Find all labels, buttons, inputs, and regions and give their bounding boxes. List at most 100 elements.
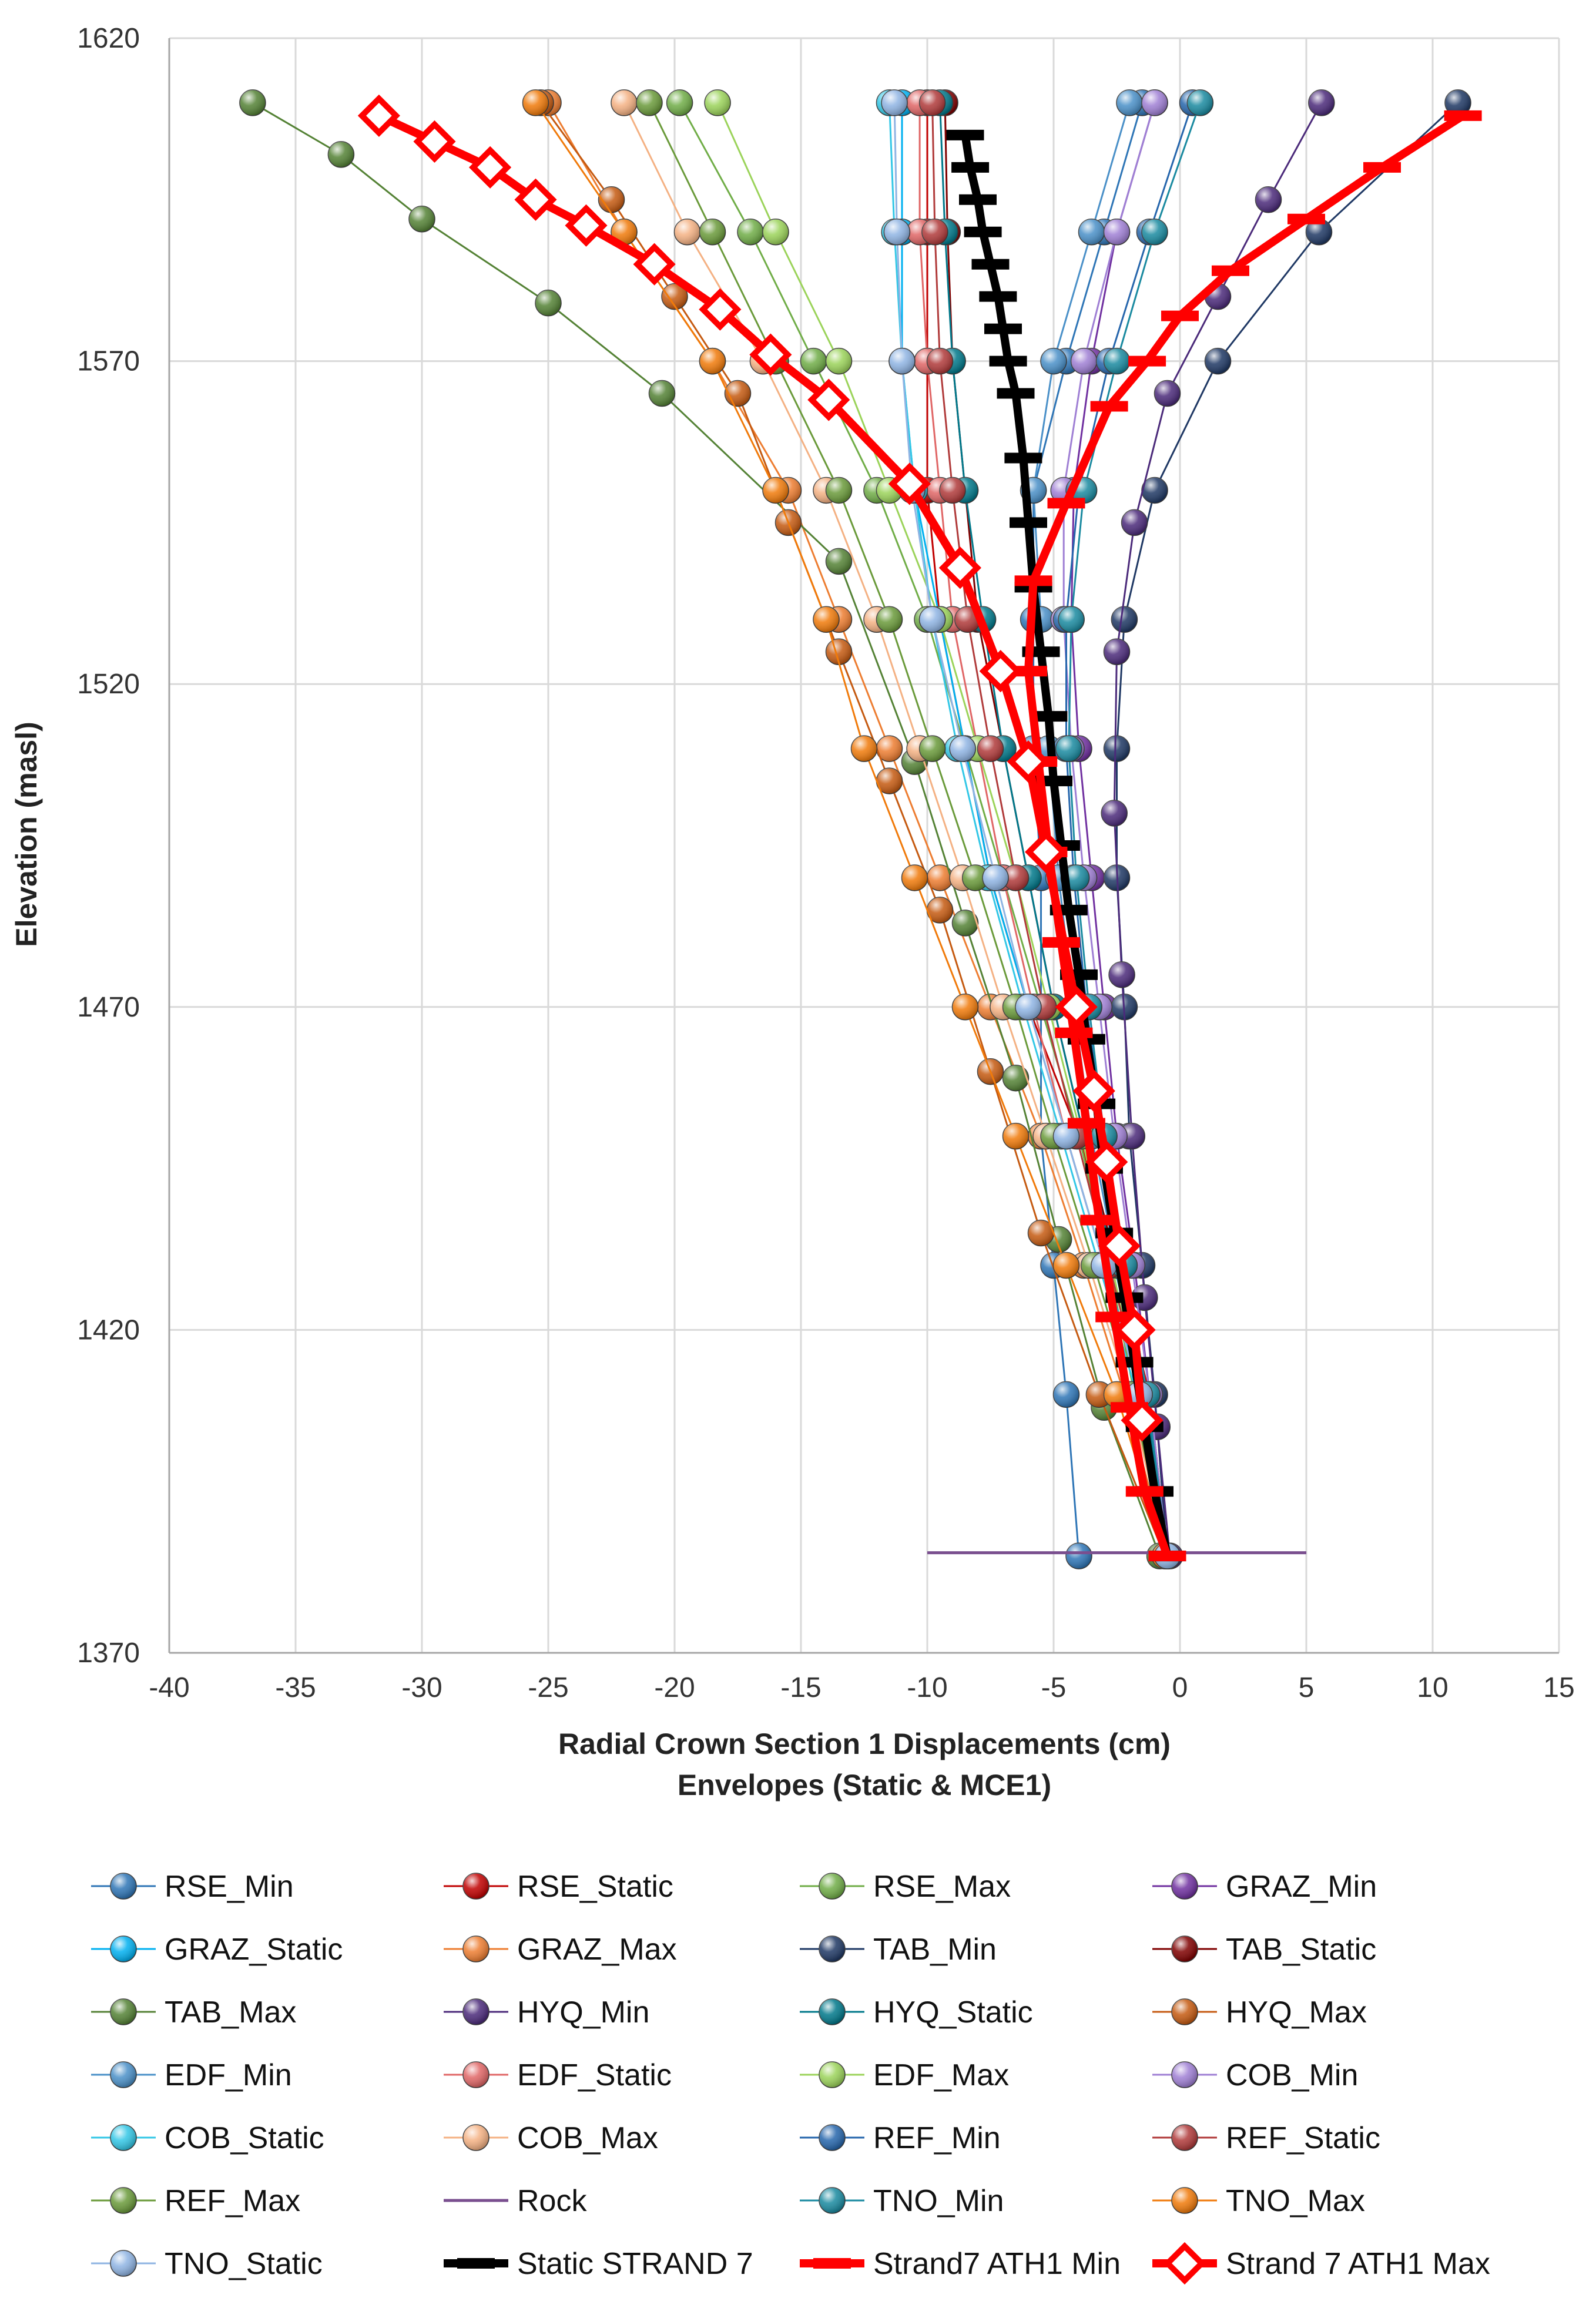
legend-item-tno-max: TNO_Max [1152,2184,1365,2218]
legend-label: Strand7 ATH1 Min [873,2247,1121,2281]
strand-7-ath1-max-point [1007,740,1050,783]
hyq-max-point-shine [927,897,953,923]
legend-item-tab-max: TAB_Max [91,1995,296,2029]
legend-item-edf-min: EDF_Min [91,2058,292,2092]
legend-label: REF_Min [873,2121,1001,2155]
ref-static-point-shine [977,736,1004,762]
edf-max-point-shine [826,348,852,374]
tno-static-point-shine [919,606,945,633]
strand-7-ath1-max-point [357,94,400,137]
cob-min-line [1062,102,1168,1556]
y-tick-label: 1620 [77,23,140,54]
hyq-max-point-shine [826,639,852,665]
legend-swatch-marker-shine [463,2062,489,2088]
legend-label: TAB_Static [1226,1933,1376,1967]
legend-label: TNO_Min [873,2184,1004,2218]
legend-label: TAB_Max [165,1995,296,2029]
legend-label: EDF_Max [873,2058,1009,2092]
legend-item-static-strand-7: Static STRAND 7 [444,2247,753,2281]
legend-swatch-marker-shine [110,2188,136,2213]
tno-max-point-shine [952,994,978,1020]
tab-max-point-shine [649,380,675,407]
edf-max-point-shine [705,89,731,116]
y-tick-label: 1570 [77,346,140,377]
legend-item-hyq-static: HYQ_Static [800,1995,1033,2029]
strand-7-ath1-max-point [979,650,1022,693]
rse-max-point-shine [737,219,763,245]
tno-max-point-shine [901,864,928,891]
strand7-ath1-min-line [1024,112,1466,1558]
legend-item-cob-min: COB_Min [1152,2058,1358,2092]
edf-min-point-shine [1041,348,1067,374]
tab-min-point-shine [1142,477,1168,504]
rse-max-point-shine [800,348,827,374]
legend-swatch-marker-shine [463,1873,489,1899]
tab-max-point-shine [952,910,978,936]
legend-swatch-marker-shine [1172,1873,1198,1899]
series-tno-static [881,89,1181,1569]
strand-7-ath1-max-point [413,120,456,163]
tno-static-point-shine [889,348,915,374]
strand-7-ath1-max-point [1025,830,1068,874]
tab-max-point-shine [1002,1065,1029,1091]
legend-item-ref-static: REF_Static [1152,2121,1380,2155]
hyq-min-point-shine [1308,89,1335,116]
axes [168,38,1559,1654]
legend-swatch-marker-shine [110,1873,136,1899]
legend-swatch-marker-shine [463,1999,489,2025]
ref-max-point-shine [876,606,903,633]
legend-label: REF_Static [1226,2121,1380,2155]
x-tick-label: 10 [1417,1672,1448,1703]
x-tick-label: 5 [1299,1672,1315,1703]
legend-swatch-marker-shine [819,1873,845,1899]
hyq-min-point-shine [1101,800,1128,827]
ref-max-point-shine [962,864,988,891]
y-axis-title: Elevation (masl) [10,722,43,947]
legend-label: RSE_Max [873,1870,1011,1904]
tno-min-point-shine [1104,348,1130,374]
rse-max-point-shine [666,89,693,116]
x-tick-label: -10 [907,1672,947,1703]
legend-label: GRAZ_Max [517,1933,677,1967]
x-tick-label: -30 [401,1672,442,1703]
legend-item-rse-min: RSE_Min [91,1870,294,1904]
tno-static-point-shine [881,89,908,116]
rse-min-point-shine [1053,1381,1079,1408]
ref-max-point-shine [699,219,726,245]
ref-static-point-shine [919,89,945,116]
tno-max-point-shine [851,736,877,762]
legend-item-strand-7-ath1-max: Strand 7 ATH1 Max [1152,2242,1490,2285]
legend-item-rse-static: RSE_Static [444,1870,673,1904]
tab-min-point-shine [1104,736,1130,762]
hyq-min-line [1113,102,1323,1556]
legend-label: GRAZ_Static [165,1933,343,1967]
x-tick-label: -5 [1041,1672,1067,1703]
legend-swatch-marker-shine [1172,2188,1198,2213]
legend-item-graz-min: GRAZ_Min [1152,1870,1377,1904]
legend-item-strand7-ath1-min: Strand7 ATH1 Min [800,2247,1121,2281]
legend-swatch-marker-shine [110,1936,136,1962]
strand-7-ath1-max-point [1055,985,1098,1028]
legend-item-graz-max: GRAZ_Max [444,1933,677,1967]
legend-swatch-marker-shine [110,2125,136,2151]
plot-area [239,89,1482,1569]
legend-item-ref-max: REF_Max [91,2184,300,2218]
tab-min-point-shine [1306,219,1332,245]
hyq-max-line [539,102,1166,1556]
legend-label: GRAZ_Min [1226,1870,1377,1904]
legend-item-rock: Rock [444,2184,587,2218]
tno-max-point-shine [813,606,839,633]
legend-swatch-marker-shine [819,2188,845,2213]
legend-item-edf-static: EDF_Static [444,2058,672,2092]
rse-min-point-shine [1066,1543,1092,1569]
strand-7-ath1-max-point [1121,1399,1164,1442]
legend-label: REF_Max [165,2184,300,2218]
strand-7-ath1-max-point [1072,1069,1115,1112]
legend-label: EDF_Min [165,2058,292,2092]
tno-static-point-shine [884,219,910,245]
legend-label: Strand 7 ATH1 Max [1226,2247,1490,2281]
legend-item-cob-static: COB_Static [91,2121,324,2155]
hyq-min-point-shine [1121,509,1148,536]
strand-7-ath1-max-point [1085,1140,1128,1183]
edf-max-point-shine [763,219,789,245]
